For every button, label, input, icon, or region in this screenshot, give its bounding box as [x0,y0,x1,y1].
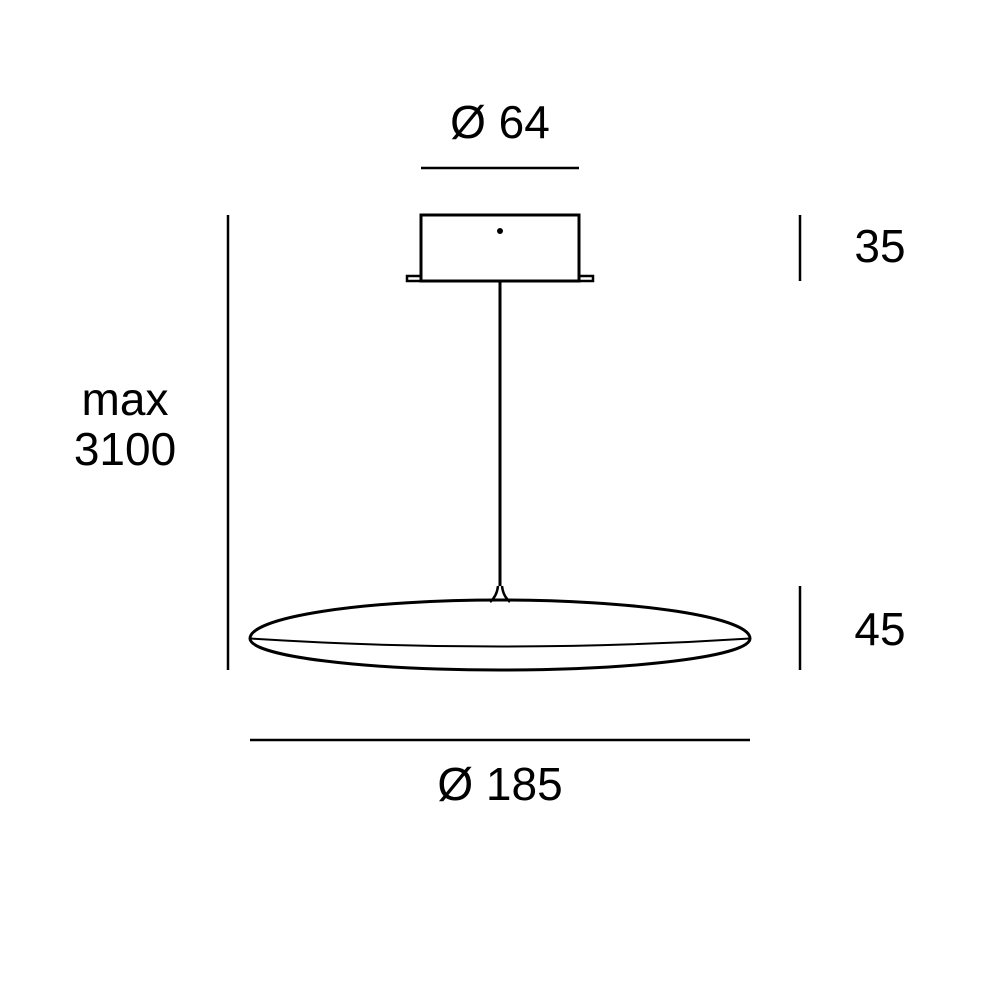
ceiling-canopy [407,215,593,281]
label-bottom-diameter: Ø 185 [437,758,562,810]
label-max: max [82,373,169,425]
dimension-shade-height: 45 [800,586,906,670]
dimension-top-diameter: Ø 64 [421,96,579,168]
label-shade-height: 45 [854,603,905,655]
lamp-shade [250,586,750,670]
pendant-lamp-technical-drawing: Ø 64 Ø 185 max 3100 35 45 [0,0,1000,1000]
label-canopy-height: 35 [854,220,905,272]
label-max-value: 3100 [74,423,176,475]
dimension-bottom-diameter: Ø 185 [250,740,750,810]
dimension-canopy-height: 35 [800,215,906,281]
label-top-diameter: Ø 64 [450,96,550,148]
dimension-left-height: max 3100 [74,215,228,670]
